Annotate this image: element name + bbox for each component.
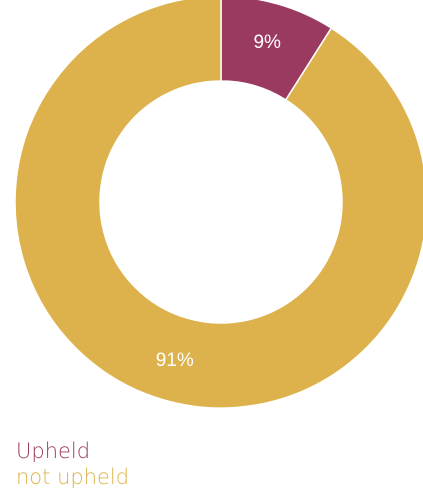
data-label-upheld: 9%: [253, 32, 281, 53]
legend-entry-upheld: Upheld: [16, 439, 91, 463]
legend-entry-not-upheld: not upheld: [16, 465, 130, 489]
data-label-not-upheld: 91%: [156, 350, 194, 371]
labels-group: 9% 91%: [156, 32, 281, 371]
legend: Upheld not upheld: [16, 438, 129, 490]
slice-not-upheld: [14, 0, 423, 409]
slices-group: [14, 0, 423, 409]
